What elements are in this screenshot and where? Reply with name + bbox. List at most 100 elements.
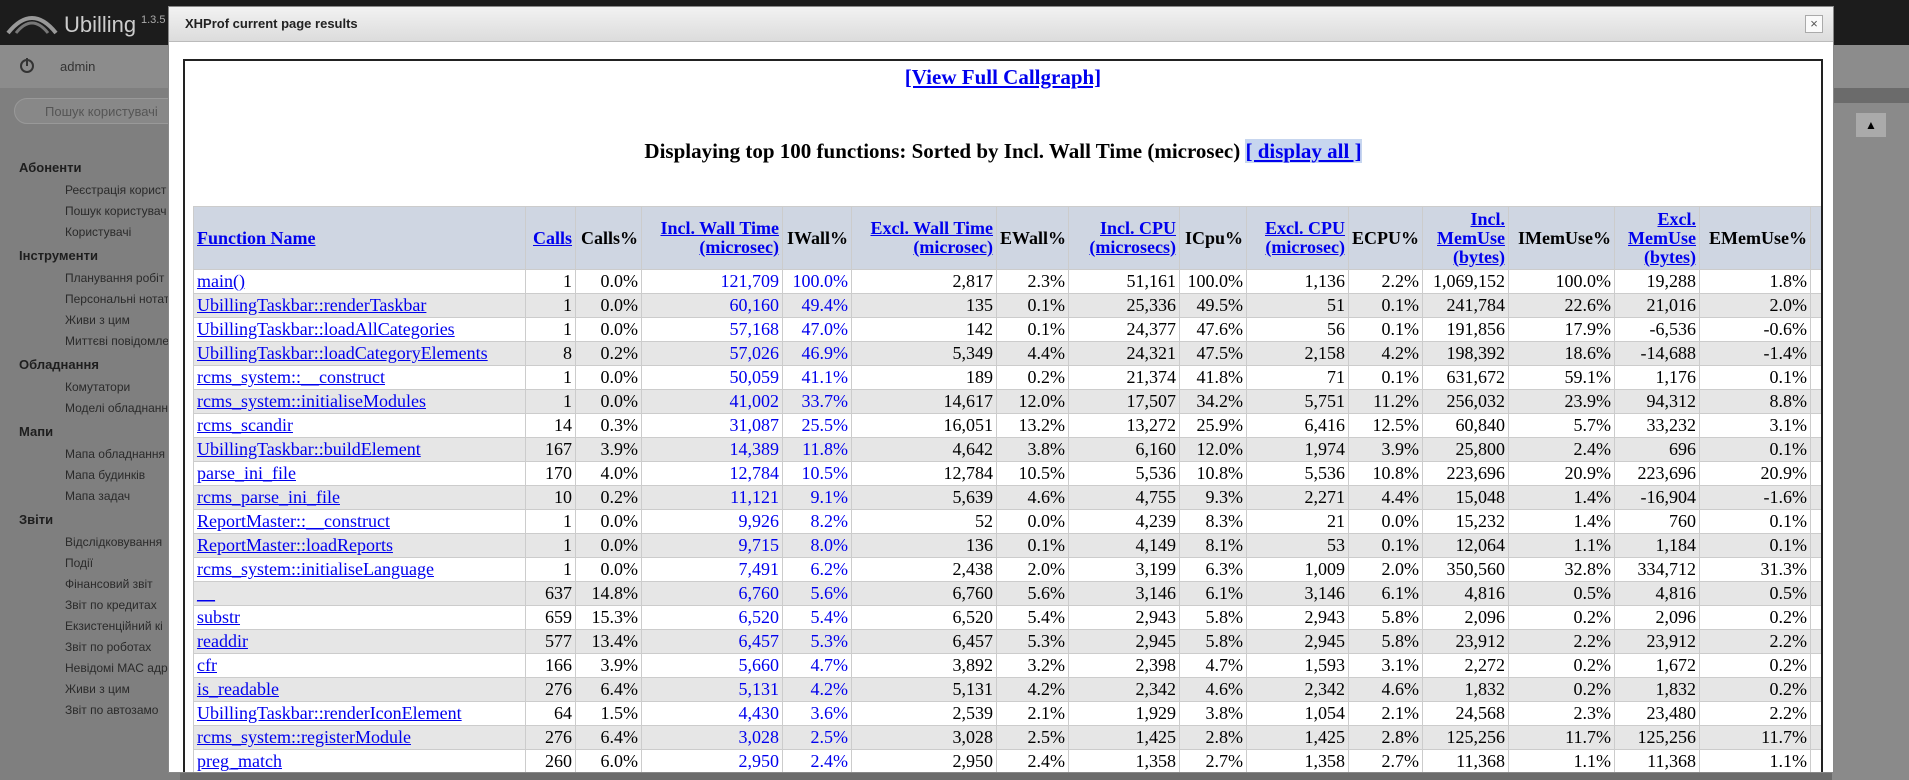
table-cell: 12.5% [1349,414,1422,437]
function-link[interactable]: UbillingTaskbar::renderTaskbar [197,295,427,315]
table-cell: 24,568 [1423,702,1508,725]
table-cell: 5,131 [852,678,996,701]
column-header: Function Name [194,207,525,269]
table-cell: 11.7% [1509,726,1614,749]
menu-item[interactable]: Живи з цим [65,682,130,696]
callgraph-link[interactable]: [View Full Callgraph] [904,65,1102,89]
function-link[interactable]: rcms_system::initialiseModules [197,391,426,411]
menu-item[interactable]: Звіт по роботах [65,640,152,654]
table-cell: 15,048 [1423,486,1508,509]
table-row: rcms_system::initialiseModules 1 0.0% 41,00… [194,390,1821,413]
table-cell: 14,617 [852,390,996,413]
table-cell: 2.1% [1349,702,1422,725]
function-link[interactable]: ReportMaster::loadReports [197,535,393,555]
brand: Ubilling [64,12,137,37]
table-cell-empty [1811,270,1821,293]
table-cell: 0.2% [1509,678,1614,701]
table-cell: 1 [526,366,575,389]
sort-link[interactable]: Excl. Wall Time (microsec) [870,218,993,257]
function-link[interactable]: preg_match [197,751,282,771]
table-cell: 6,457 [852,630,996,653]
table-cell: 1,069,152 [1423,270,1508,293]
function-link[interactable]: ReportMaster::__construct [197,511,390,531]
menu-section: Звіти [19,512,54,527]
menu-item[interactable]: Пошук користувач [65,204,167,218]
function-link[interactable]: rcms_system::initialiseLanguage [197,559,434,579]
sort-link[interactable]: Excl. MemUse (bytes) [1628,208,1696,267]
menu-item[interactable]: Мапа задач [65,489,131,503]
power-icon[interactable] [17,56,37,76]
table-cell: 2.2% [1700,702,1810,725]
sort-link[interactable]: Incl. MemUse (bytes) [1437,208,1505,267]
sort-link[interactable]: Excl. CPU (microsec) [1265,218,1345,257]
table-cell: 2,271 [1247,486,1348,509]
menu-item[interactable]: Комутатори [65,380,131,394]
function-link[interactable]: rcms_scandir [197,415,293,435]
sort-link[interactable]: Incl. Wall Time (microsec) [660,218,779,257]
menu-item[interactable]: Відслідковування [65,535,163,549]
header-row: Function Name Calls Calls% Incl. Wall Time … [194,207,1821,269]
function-link[interactable]: cfr [197,655,217,675]
table-cell: 2.4% [783,750,851,772]
function-link[interactable]: substr [197,607,241,627]
menu-item[interactable]: Екзистенційний кі [65,619,163,633]
table-cell-empty [1811,702,1821,725]
function-link[interactable]: UbillingTaskbar::buildElement [197,439,421,459]
table-cell: 15,232 [1423,510,1508,533]
table-cell: 8.2% [783,510,851,533]
table-cell: 4.2% [783,678,851,701]
table-row: UbillingTaskbar::renderIconElement 64 1.5%… [194,702,1821,725]
function-link[interactable]: rcms_system::__construct [197,367,385,387]
table-row: UbillingTaskbar::loadAllCategories 1 0.0% 5… [194,318,1821,341]
menu-item[interactable]: Події [65,556,94,570]
function-link[interactable]: __ [197,583,215,603]
table-cell: 276 [526,726,575,749]
menu-item[interactable]: Звіт по кредитах [65,598,157,612]
table-cell: 10.5% [997,462,1068,485]
menu-group: Звіти Відслідковування Події Фінансовий зві… [19,512,169,718]
function-link[interactable]: main() [197,271,245,291]
function-link[interactable]: is_readable [197,679,279,699]
display-all-link[interactable]: [ display all ] [1245,139,1362,163]
table-cell: 760 [1615,510,1699,533]
menu-item[interactable]: Мапа обладнання [65,447,166,461]
menu-item[interactable]: Планування робіт [65,271,165,285]
collapse-button[interactable]: ▲ [1856,113,1886,137]
menu-item[interactable]: Звіт по автозамо [65,703,159,717]
function-link[interactable]: UbillingTaskbar::loadCategoryElements [197,343,488,363]
sort-link[interactable]: Function Name [197,227,316,248]
table-row: ReportMaster::__construct 1 0.0% 9,926 8.2% 5… [194,510,1821,533]
menu-item[interactable]: Мапа будинків [65,468,146,482]
function-link[interactable]: rcms_parse_ini_file [197,487,340,507]
table-cell: 3.9% [576,654,641,677]
table-cell: 0.0% [1349,510,1422,533]
table-cell: 2.5% [783,726,851,749]
table-cell: 11.8% [783,438,851,461]
close-button[interactable]: × [1805,15,1823,33]
function-link[interactable]: UbillingTaskbar::loadAllCategories [197,319,455,339]
menu-item[interactable]: Персональні нотат [65,292,170,306]
version: 1.3.5 [141,14,166,26]
function-cell: rcms_scandir [194,414,525,437]
table-cell: 5.4% [783,606,851,629]
sort-link[interactable]: Incl. CPU (microsecs) [1089,218,1176,257]
function-link[interactable]: rcms_system::registerModule [197,727,411,747]
menu-item[interactable]: Фінансовий звіт [65,577,153,591]
menu-item[interactable]: Моделі обладнанн [65,401,169,415]
function-link[interactable]: parse_ini_file [197,463,296,483]
table-cell-empty [1811,462,1821,485]
function-cell: UbillingTaskbar::loadCategoryElements [194,342,525,365]
table-cell: 2.8% [1180,726,1246,749]
table-row: UbillingTaskbar::renderTaskbar 1 0.0% 60,16… [194,294,1821,317]
sort-link[interactable]: Calls [532,227,572,248]
menu-item[interactable]: Миттєві повідомле [65,334,170,348]
table-cell: 33.7% [783,390,851,413]
menu-item[interactable]: Живи з цим [65,313,130,327]
menu-item[interactable]: Реєстрація корист [65,183,167,197]
table-cell-empty [1811,414,1821,437]
function-link[interactable]: readdir [197,631,248,651]
function-link[interactable]: UbillingTaskbar::renderIconElement [197,703,462,723]
table-cell: 4.4% [1349,486,1422,509]
menu-item[interactable]: Користувачі [65,225,132,239]
menu-item[interactable]: Невідомі MAC адр [65,661,168,675]
